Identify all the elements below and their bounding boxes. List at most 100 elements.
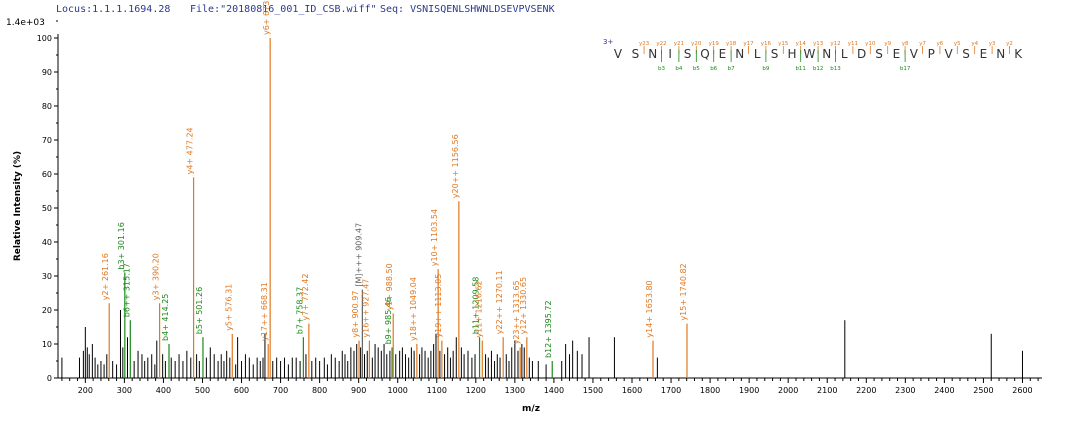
sequence-residue: I xyxy=(668,47,672,61)
sequence-residue: W xyxy=(803,47,815,61)
peak-label: y16++ 927.47 xyxy=(361,279,370,338)
peak-label: b6++ 315.17 xyxy=(122,263,131,317)
peak-label: y5+ 576.31 xyxy=(224,284,233,331)
y-fragment-label: y13 xyxy=(813,41,824,47)
y-tick-label: 60 xyxy=(42,170,52,179)
x-tick-label: 1200 xyxy=(466,386,486,395)
y-fragment-label: y4 xyxy=(971,41,978,47)
y-tick-label: 20 xyxy=(42,306,52,315)
charge-state-label: 3+ xyxy=(603,38,613,46)
sequence-residue: N xyxy=(822,47,831,61)
x-tick-label: 700 xyxy=(273,386,288,395)
peak-label: y15+ 1740.82 xyxy=(679,263,688,320)
sequence-residue: K xyxy=(1014,47,1023,61)
peak-label: b3+ 301.16 xyxy=(117,222,126,269)
b-fragment-label: b5 xyxy=(693,66,700,72)
b-fragment-label: b6 xyxy=(710,66,717,72)
y-tick-label: 0 xyxy=(47,374,52,383)
y-fragment-label: y14 xyxy=(796,41,807,47)
y-fragment-label: y17 xyxy=(743,41,754,47)
b-fragment-label: b12 xyxy=(813,66,824,72)
y-tick-label: 10 xyxy=(42,340,52,349)
x-tick-label: 2500 xyxy=(973,386,993,395)
x-tick-label: 200 xyxy=(78,386,93,395)
y-fragment-label: y20 xyxy=(691,41,702,47)
y-fragment-label: y2 xyxy=(1006,41,1013,47)
y-tick-label: 40 xyxy=(42,238,52,247)
x-tick-label: 1400 xyxy=(544,386,564,395)
x-tick-label: 2000 xyxy=(778,386,798,395)
sequence-residue: E xyxy=(893,47,901,61)
y-fragment-label: y16 xyxy=(761,41,772,47)
x-tick-label: 1800 xyxy=(700,386,720,395)
y-fragment-label: y18 xyxy=(726,41,737,47)
sequence-residue: V xyxy=(614,47,623,61)
x-tick-label: 800 xyxy=(312,386,327,395)
peak-label: y8+ 900.97 xyxy=(351,291,360,338)
x-tick-label: 1100 xyxy=(427,386,447,395)
y-fragment-label: y11 xyxy=(848,41,858,47)
sequence-residue: N xyxy=(648,47,657,61)
x-tick-label: 1300 xyxy=(505,386,525,395)
x-tick-label: 2300 xyxy=(895,386,915,395)
peak-label: b11+ 1209.58 xyxy=(472,277,481,335)
sequence-residue: Q xyxy=(700,47,709,61)
sequence-text: Seq: VSNISQENLSHWNLDSEVPVSENK xyxy=(380,4,555,15)
peak-label: y23++ 1313.65 xyxy=(512,280,521,344)
b-fragment-label: b13 xyxy=(830,66,841,72)
x-tick-label: 2100 xyxy=(817,386,837,395)
x-tick-label: 1000 xyxy=(388,386,408,395)
peak-label: b12+ 1395.72 xyxy=(544,300,553,358)
peak-label: y18++ 1049.04 xyxy=(409,277,418,341)
y-fragment-label: y3 xyxy=(989,41,996,47)
y-fragment-label: y9 xyxy=(884,41,891,47)
x-tick-label: 1900 xyxy=(739,386,759,395)
y-tick-label: 30 xyxy=(42,272,52,281)
peak-label: y7+ 772.42 xyxy=(301,274,310,321)
sequence-residue: D xyxy=(857,47,866,61)
sequence-residue: L xyxy=(754,47,761,61)
y-fragment-label: y6 xyxy=(937,41,944,47)
y-fragment-label: y7 xyxy=(919,41,926,47)
peak-label: y17++ 668.31 xyxy=(260,282,269,341)
peak-label: y14+ 1653.80 xyxy=(645,280,654,337)
axes-layer: 0 10 20 30 40 50 60 70 80 90 100 200 300 400 500 600 700… xyxy=(37,20,1042,395)
x-tick-label: 1500 xyxy=(583,386,603,395)
y-fragment-label: y5 xyxy=(954,41,961,47)
sequence-residue: S xyxy=(632,47,640,61)
sequence-residue: S xyxy=(875,47,883,61)
sequence-residue: V xyxy=(910,47,919,61)
y-fragment-label: y15 xyxy=(778,41,789,47)
x-tick-label: 900 xyxy=(351,386,366,395)
b-fragment-label: b7 xyxy=(728,66,735,72)
peak-label: b9+ 985.46 xyxy=(384,297,393,344)
peak-label: y2+ 261.16 xyxy=(101,253,110,300)
sequence-residue: P xyxy=(928,47,935,61)
y-fragment-label: y19 xyxy=(709,41,720,47)
x-tick-label: 2600 xyxy=(1012,386,1032,395)
peaks-layer xyxy=(61,38,1023,378)
sequence-residue: N xyxy=(735,47,744,61)
peak-label: y20++ 1156.56 xyxy=(451,134,460,198)
peak-label: b5+ 501.26 xyxy=(195,287,204,334)
y-tick-label: 80 xyxy=(42,102,52,111)
b-fragment-label: b17 xyxy=(900,66,911,72)
sequence-residue: H xyxy=(787,47,796,61)
y-fragment-label: y8 xyxy=(902,41,909,47)
y-fragment-label: y10 xyxy=(865,41,876,47)
y-tick-label: 100 xyxy=(37,34,52,43)
file-text: File:"20180816_001_ID_CSB.wiff" xyxy=(190,4,377,15)
x-tick-label: 1700 xyxy=(661,386,681,395)
peak-label: b7+ 758.37 xyxy=(295,287,304,334)
x-tick-label: 600 xyxy=(234,386,249,395)
y-axis-title: Relative Intensity (%) xyxy=(13,151,23,261)
peak-label: y4+ 477.24 xyxy=(186,127,195,174)
sequence-residue: S xyxy=(684,47,692,61)
sequence-residue: S xyxy=(771,47,779,61)
x-tick-label: 500 xyxy=(195,386,210,395)
b-fragment-label: b4 xyxy=(675,66,682,72)
x-axis-title: m/z xyxy=(522,404,540,414)
y-tick-label: 50 xyxy=(42,204,52,213)
